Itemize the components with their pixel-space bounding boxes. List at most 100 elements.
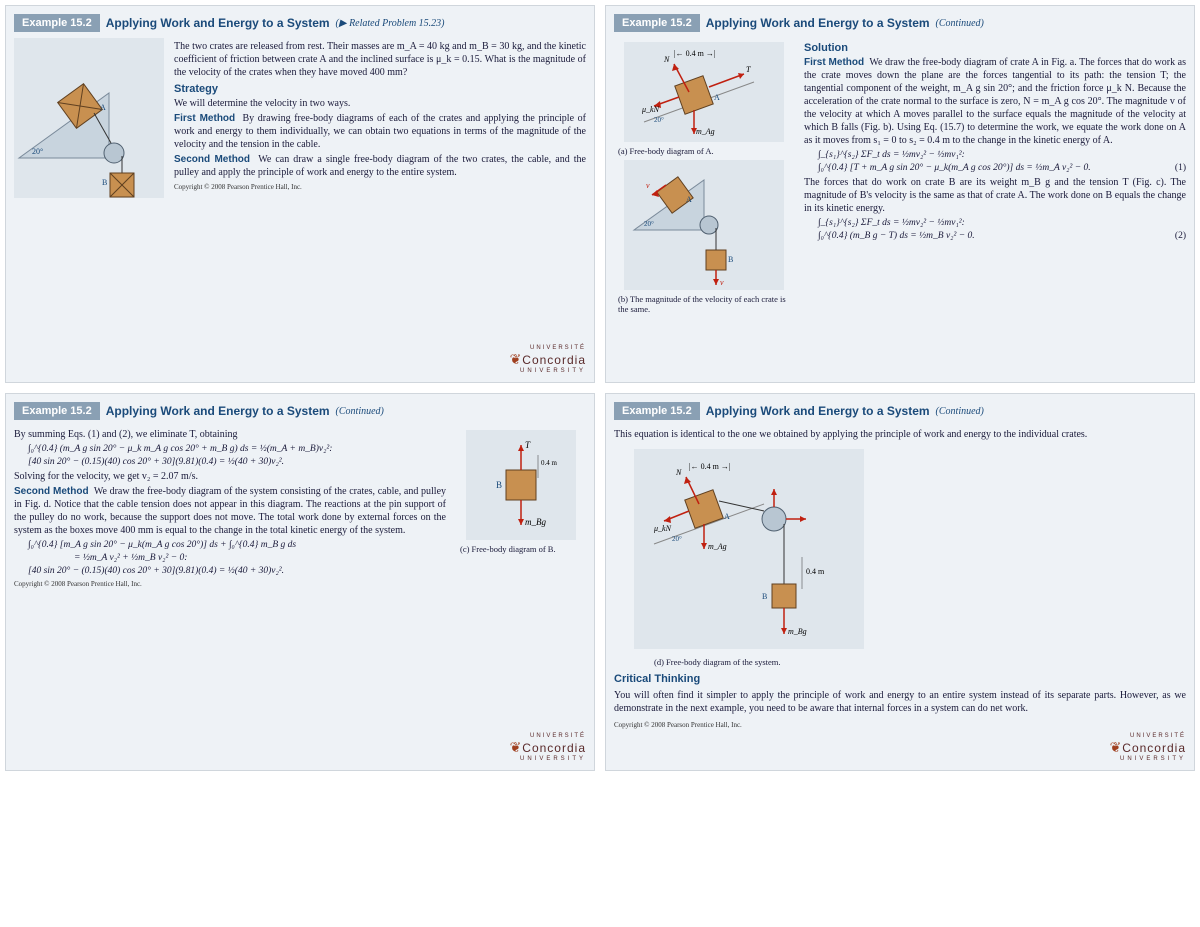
first-method-text: By drawing free-body diagrams of each of… — [174, 113, 586, 150]
caption-b: (b) The magnitude of the velocity of eac… — [618, 294, 790, 314]
content: 20° A B The two crates are released from… — [14, 38, 586, 341]
example-title: Applying Work and Energy to a System — [706, 16, 930, 30]
problem-statement: The two crates are released from rest. T… — [174, 40, 586, 79]
slide-1: Example 15.2 Applying Work and Energy to… — [5, 5, 595, 383]
copyright: Copyright © 2008 Pearson Prentice Hall, … — [14, 580, 446, 588]
strategy-heading: Strategy — [174, 83, 586, 95]
svg-text:20°: 20° — [32, 147, 43, 156]
footer-sub: UNIVERSITY — [14, 756, 586, 762]
svg-text:B: B — [102, 178, 107, 187]
figure-d: m_Ag μ_kN N A |← 0.4 m →| 20° m_Bg B 0.4… — [634, 449, 864, 649]
text-body: By summing Eqs. (1) and (2), we eliminat… — [14, 426, 446, 729]
continued: (Continued) — [336, 406, 384, 417]
copyright: Copyright © 2008 Pearson Prentice Hall, … — [614, 721, 1186, 729]
content: T m_Ag μ_kN N A |← 0.4 m →| 20° (a) Free… — [614, 38, 1186, 374]
example-tag: Example 15.2 — [614, 402, 700, 420]
figure-column: T m_Bg B 0.4 m (c) Free-body diagram of … — [456, 426, 586, 729]
example-tag: Example 15.2 — [14, 14, 100, 32]
intro: By summing Eqs. (1) and (2), we eliminat… — [14, 428, 446, 441]
caption-a: (a) Free-body diagram of A. — [618, 146, 790, 156]
header: Example 15.2 Applying Work and Energy to… — [614, 14, 1186, 32]
second-method: Second Method We can draw a single free-… — [174, 153, 586, 179]
example-title: Applying Work and Energy to a System — [106, 16, 330, 30]
svg-text:N: N — [675, 468, 682, 477]
slide-4: Example 15.2 Applying Work and Energy to… — [605, 393, 1195, 771]
eq-1b: ∫₀^{0.4} [T + m_A g sin 20° − μ_k(m_A g … — [818, 163, 1186, 173]
svg-text:m_Bg: m_Bg — [525, 517, 546, 527]
svg-text:m_Ag: m_Ag — [708, 542, 727, 551]
slide-3: Example 15.2 Applying Work and Energy to… — [5, 393, 595, 771]
footer-sub: UNIVERSITY — [14, 368, 586, 374]
header: Example 15.2 Applying Work and Energy to… — [14, 14, 586, 32]
example-title: Applying Work and Energy to a System — [106, 404, 330, 418]
svg-text:m_Bg: m_Bg — [788, 627, 807, 636]
eq-4b: = ½m_A v₂² + ½m_B v₂² − 0: — [74, 553, 446, 563]
footer-brand: ❦Concordia — [1110, 741, 1186, 755]
first-method-heading: First Method — [174, 113, 235, 124]
figure-b: v v A B 20° — [624, 160, 784, 290]
eq-4a: ∫₀^{0.4} [m_A g sin 20° − μ_k(m_A g cos … — [28, 540, 446, 550]
continued: (Continued) — [936, 406, 984, 417]
example-tag: Example 15.2 — [614, 14, 700, 32]
footer: UNIVERSITÉ ❦Concordia UNIVERSITY — [14, 341, 586, 374]
svg-text:B: B — [496, 480, 502, 490]
figure-a: T m_Ag μ_kN N A |← 0.4 m →| 20° — [624, 42, 784, 142]
second-method-heading: Second Method — [174, 154, 250, 165]
footer-brand: ❦Concordia — [510, 353, 586, 367]
caption-c: (c) Free-body diagram of B. — [460, 544, 582, 554]
continued: (Continued) — [936, 18, 984, 29]
first-method: First Method By drawing free-body diagra… — [174, 112, 586, 151]
critical-thinking-text: You will often find it simpler to apply … — [614, 689, 1186, 715]
critical-thinking-heading: Critical Thinking — [614, 673, 1186, 685]
caption-d: (d) Free-body diagram of the system. — [654, 657, 1182, 667]
eq-4c: [40 sin 20° − (0.15)(40) cos 20° + 30](9… — [28, 566, 446, 576]
footer-sup: UNIVERSITÉ — [14, 733, 586, 739]
slide-2: Example 15.2 Applying Work and Energy to… — [605, 5, 1195, 383]
svg-text:B: B — [762, 592, 767, 601]
svg-text:N: N — [663, 55, 670, 64]
svg-text:20°: 20° — [672, 535, 682, 543]
svg-text:v: v — [646, 181, 650, 190]
svg-text:A: A — [724, 512, 730, 521]
footer-sup: UNIVERSITÉ — [614, 733, 1186, 739]
intro: This equation is identical to the one we… — [614, 428, 1186, 441]
eq-2a: ∫_{s₁}^{s₂} ΣF_t ds = ½mv₂² − ½mv₁²: — [818, 218, 1186, 228]
footer: UNIVERSITÉ ❦Concordia UNIVERSITY — [614, 729, 1186, 762]
text-body: The two crates are released from rest. T… — [174, 38, 586, 341]
content: By summing Eqs. (1) and (2), we eliminat… — [14, 426, 586, 729]
figure-column: T m_Ag μ_kN N A |← 0.4 m →| 20° (a) Free… — [614, 38, 794, 374]
header: Example 15.2 Applying Work and Energy to… — [614, 402, 1186, 420]
first-method-heading: First Method — [804, 57, 864, 68]
svg-text:|← 0.4 m →|: |← 0.4 m →| — [689, 462, 730, 471]
svg-text:0.4 m: 0.4 m — [806, 567, 825, 576]
footer-brand: ❦Concordia — [510, 741, 586, 755]
solution-heading: Solution — [804, 42, 1186, 54]
problem-figure: 20° A B — [14, 38, 164, 198]
svg-text:v: v — [720, 278, 724, 287]
svg-text:20°: 20° — [654, 116, 664, 124]
svg-text:T: T — [525, 440, 531, 450]
copyright: Copyright © 2008 Pearson Prentice Hall, … — [174, 183, 586, 191]
eq-3b: [40 sin 20° − (0.15)(40) cos 20° + 30](9… — [28, 457, 446, 467]
solve-line: Solving for the velocity, we get v₂ = 2.… — [14, 470, 446, 483]
solution-p2: The forces that do work on crate B are i… — [804, 176, 1186, 215]
eq-2b: ∫₀^{0.4} (m_B g − T) ds = ½m_B v₂² − 0.(… — [818, 231, 1186, 241]
logo-icon: ❦ — [510, 351, 523, 367]
svg-text:μ_kN: μ_kN — [641, 105, 660, 114]
svg-text:0.4 m: 0.4 m — [541, 459, 558, 467]
svg-text:|← 0.4 m →|: |← 0.4 m →| — [674, 49, 715, 58]
logo-icon: ❦ — [510, 739, 523, 755]
solution-p1-text: We draw the free-body diagram of crate A… — [804, 57, 1186, 146]
header: Example 15.2 Applying Work and Energy to… — [14, 402, 586, 420]
example-title: Applying Work and Energy to a System — [706, 404, 930, 418]
solution-p1: First Method We draw the free-body diagr… — [804, 56, 1186, 147]
strategy-text: We will determine the velocity in two wa… — [174, 97, 586, 110]
svg-text:20°: 20° — [644, 220, 654, 228]
eq-3a: ∫₀^{0.4} (m_A g sin 20° − μ_k m_A g cos … — [28, 444, 446, 454]
svg-text:A: A — [100, 103, 106, 112]
svg-text:A: A — [714, 93, 720, 102]
second-method-p: Second Method We draw the free-body diag… — [14, 485, 446, 537]
example-tag: Example 15.2 — [14, 402, 100, 420]
svg-text:A: A — [686, 195, 692, 204]
svg-text:m_Ag: m_Ag — [696, 127, 715, 136]
